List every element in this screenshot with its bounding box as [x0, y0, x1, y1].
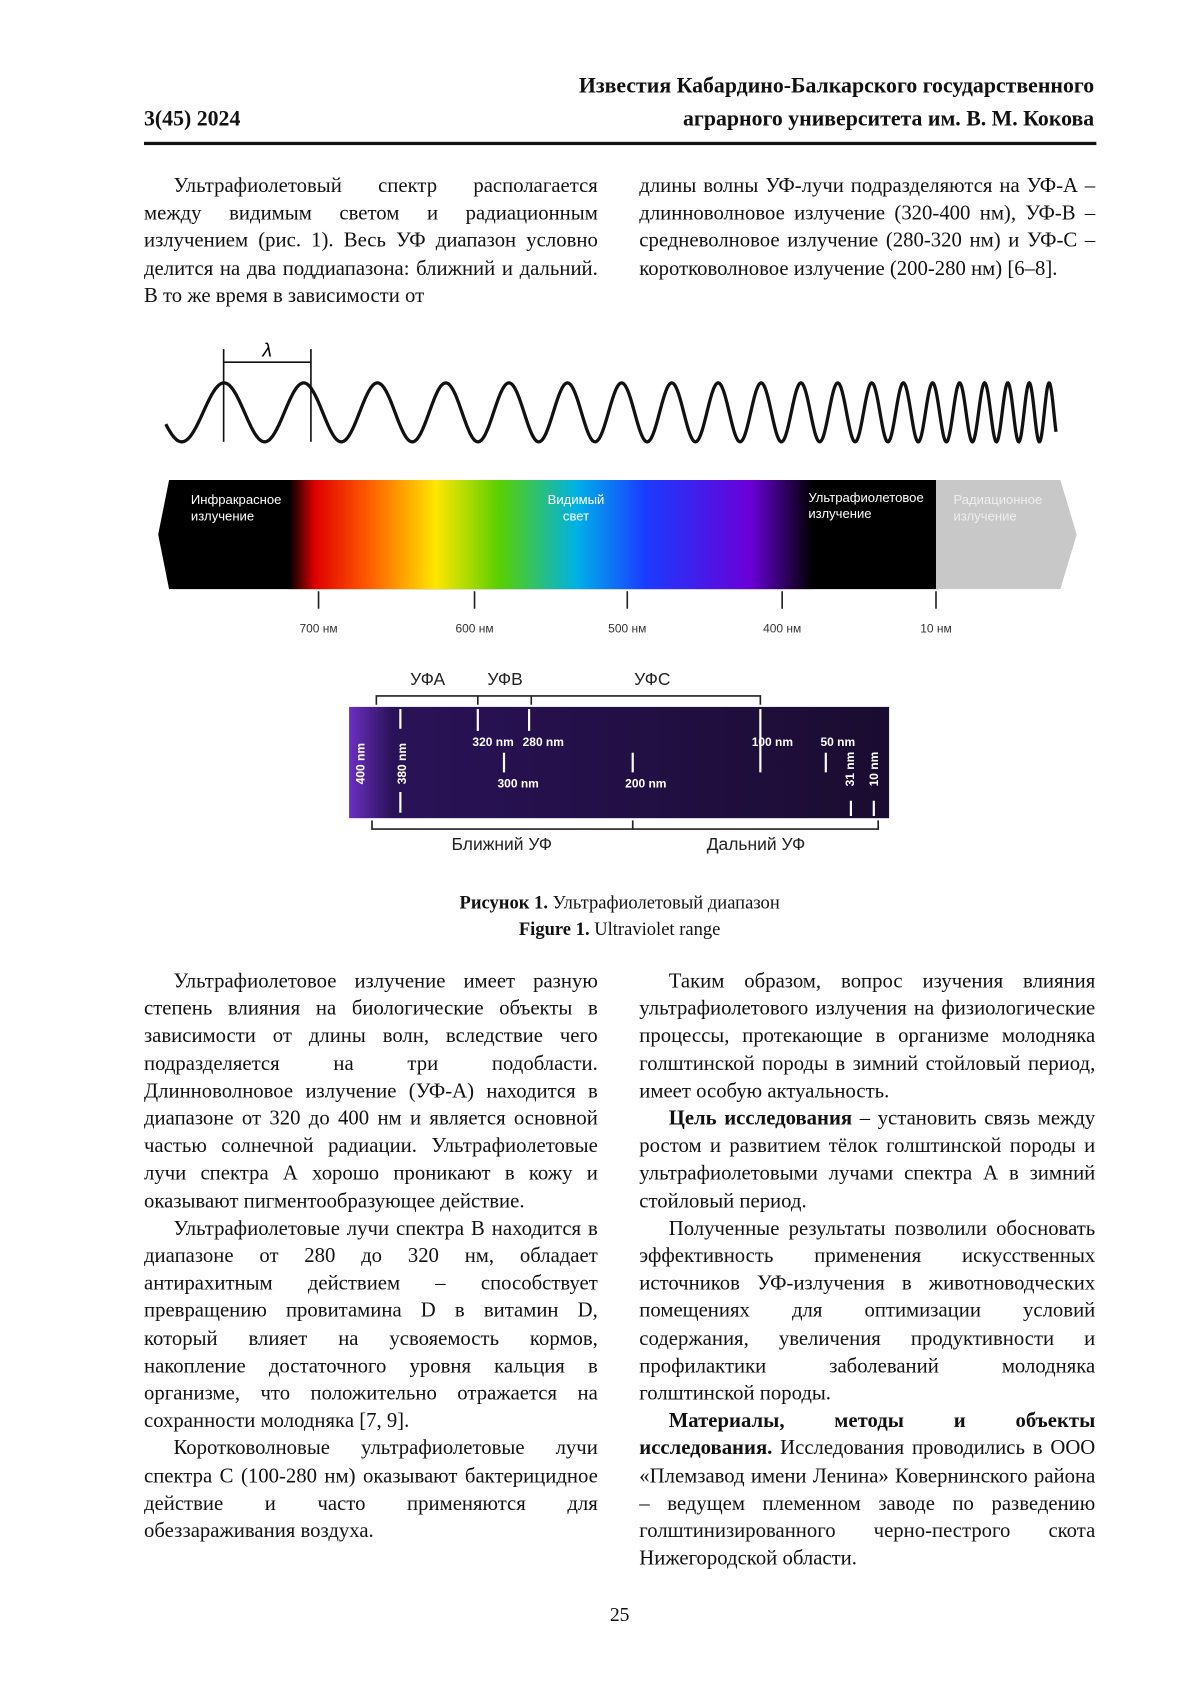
paragraph-text: Таким образом, вопрос изучения влияния у…	[639, 970, 1095, 1103]
range-label: Ближний УФ	[452, 834, 553, 854]
tick-label: 600 нм	[455, 622, 493, 636]
caption-text: Ultraviolet range	[590, 919, 721, 940]
uv-band	[349, 707, 889, 818]
paragraph: Материалы, методы и объекты исследования…	[639, 1408, 1095, 1573]
band-label: УФА	[410, 669, 445, 689]
caption-label: Figure 1.	[519, 919, 590, 940]
tick-label: 10 нм	[920, 622, 952, 636]
wavelength-label: 400 nm	[353, 743, 367, 784]
column: Ультрафиолетовое излучение имеет разную …	[144, 968, 598, 1545]
paragraph: Ультрафиолетовое излучение имеет разную …	[144, 968, 598, 1215]
region-label-line: Ультрафиолетовое	[808, 490, 923, 505]
tick-label: 500 нм	[608, 622, 646, 636]
caption-text: Ультрафиолетовый диапазон	[548, 892, 780, 913]
region-label-line: Радиационное	[953, 492, 1042, 507]
region-label-line: излучение	[953, 508, 1016, 523]
wavelength-label: 31 nm	[843, 752, 857, 787]
band-label: УФС	[634, 669, 670, 689]
caption: Figure 1. Ultraviolet range	[0, 919, 1200, 941]
range-label: Дальний УФ	[707, 834, 805, 854]
paragraph: Таким образом, вопрос изучения влияния у…	[639, 968, 1095, 1105]
tick-label: 400 нм	[763, 622, 801, 636]
column: Таким образом, вопрос изучения влияния у…	[639, 968, 1095, 1573]
figure: λ ИнфракрасноеизлучениеВидимыйсветУльтра…	[0, 0, 1200, 895]
wave	[166, 383, 1056, 442]
wavelength-label: 380 nm	[395, 743, 409, 784]
region-label-line: свет	[563, 508, 589, 523]
wavelength-label: 50 nm	[820, 735, 855, 749]
wavelength-label: 10 nm	[867, 752, 881, 787]
region-label-line: излучение	[191, 508, 254, 523]
paragraph-text: Ультрафиолетовое излучение имеет разную …	[144, 970, 598, 1213]
caption: Рисунок 1. Ультрафиолетовый диапазон	[0, 892, 1200, 914]
region-label-line: Инфракрасное	[191, 492, 282, 507]
wavelength-label: 320 nm	[472, 735, 513, 749]
paragraph: Ультрафиолетовые лучи спектра B находитс…	[144, 1215, 598, 1435]
wavelength-label: 100 nm	[752, 735, 793, 749]
paragraph: Цель исследования – установить связь меж…	[639, 1105, 1095, 1215]
region-label-line: Видимый	[548, 492, 605, 507]
wavelength-label: 300 nm	[498, 777, 539, 791]
page-number: 25	[0, 1604, 1200, 1627]
paragraph-text: Полученные результаты позволили обоснова…	[639, 1217, 1095, 1405]
paragraph: Коротковолновые ультрафиолетовые лучи сп…	[144, 1435, 598, 1545]
paragraph-text: Ультрафиолетовые лучи спектра B находитс…	[144, 1217, 598, 1432]
paragraph: Полученные результаты позволили обоснова…	[639, 1215, 1095, 1407]
wave-label: λ	[261, 340, 272, 362]
wavelength-label: 200 nm	[625, 777, 666, 791]
caption-label: Рисунок 1.	[459, 892, 547, 913]
band-label: УФВ	[487, 669, 522, 689]
region-label-line: излучение	[808, 506, 871, 521]
tick-label: 700 нм	[299, 622, 337, 636]
paragraph-text: Коротковолновые ультрафиолетовые лучи сп…	[144, 1437, 598, 1542]
wavelength-label: 280 nm	[523, 735, 564, 749]
paragraph-heading: Цель исследования	[669, 1107, 852, 1130]
